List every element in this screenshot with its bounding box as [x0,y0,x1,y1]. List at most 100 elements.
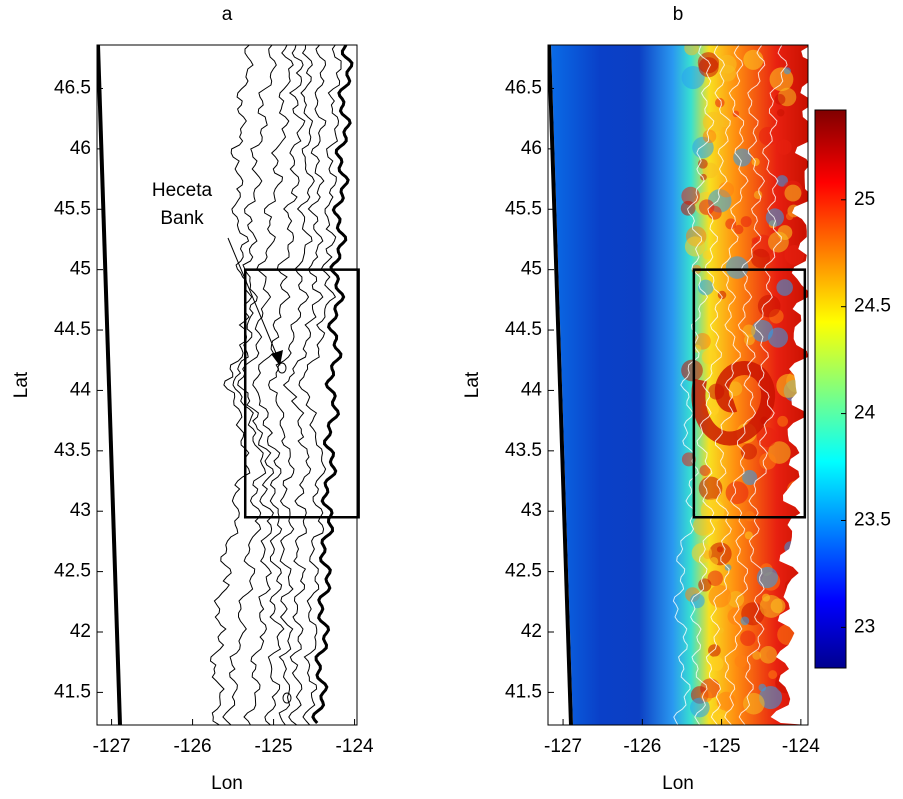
y-tick-label: 43 [521,500,542,521]
isobath [252,45,306,725]
eddy [725,218,737,230]
region-box [692,268,807,519]
eddy [725,481,749,505]
panel-title: b [673,4,684,25]
eddy [697,279,714,296]
eddy [718,181,735,198]
eddy [776,175,788,187]
eddy [751,319,774,342]
eddy [759,686,783,710]
isobath [277,362,287,374]
eddy [784,244,805,265]
eddy [742,324,756,338]
eddy [759,595,783,618]
eddy [690,593,705,609]
isobath [705,45,749,725]
isobath [690,45,731,725]
eddy [684,45,699,56]
eddy [759,452,777,470]
y-tick-label: 45 [521,259,542,280]
eddy [708,644,721,657]
eddy [702,250,712,260]
y-tick-label: 46 [521,138,542,159]
isobath [222,45,277,725]
y-tick-label: 46.5 [505,77,542,98]
eddy [716,546,723,553]
colorbar-tick-label: 24 [854,403,876,424]
eddy [784,184,802,202]
eddy [743,49,764,70]
eddy [751,237,759,244]
eddy [681,65,705,90]
eddy [715,97,725,108]
y-tick-label: 42 [70,621,91,642]
x-tick-label: -127 [93,736,131,757]
arrow-head [271,350,283,366]
eddy [774,94,786,105]
eddy [708,656,724,672]
eddy [767,327,789,348]
x-axis-label: Lon [211,773,243,794]
y-tick-label: 44 [70,379,92,400]
isobath [209,45,254,725]
eddy [768,670,778,680]
eddy [776,279,793,296]
eddy [698,578,712,592]
eddy [681,359,703,382]
y-tick-label: 41.5 [505,681,542,702]
eddy [740,216,752,228]
isobath [268,45,315,725]
eddy [691,543,712,564]
eddy [698,158,708,169]
x-tick-label: -126 [623,736,661,757]
panel-title: a [222,4,233,25]
x-axis-label: Lon [662,773,694,794]
eddy [753,190,763,200]
y-tick-label: 42 [521,621,542,642]
domain-boundary [548,45,573,725]
y-tick-label: 45 [70,259,91,280]
x-tick-label: -124 [782,736,820,757]
eddy [752,650,762,660]
eddy [681,186,700,206]
eddy [708,584,732,608]
y-tick-label: 42.5 [54,561,91,582]
annotation: Bank [160,208,204,229]
y-tick-label: 45.5 [54,198,91,219]
axes-frame [547,44,809,726]
eddy [716,691,736,711]
eddy [776,108,785,117]
eddy [744,531,753,540]
eddy [733,148,752,167]
isobath [672,45,715,725]
eddy [757,294,781,318]
y-tick-label: 44 [521,379,543,400]
isobath [282,45,327,725]
eddy [702,129,717,144]
isobath [298,45,342,725]
x-tick-label: -127 [544,736,582,757]
eddy [734,654,748,668]
y-tick-label: 42.5 [505,561,542,582]
isobath [282,692,292,704]
eddy [750,248,770,268]
y-tick-label: 46 [70,138,91,159]
eddy [740,443,758,460]
coastline [311,45,354,724]
x-tick-label: -126 [174,736,212,757]
y-tick-label: 43 [70,500,91,521]
eddy [776,139,792,155]
y-tick-label: 41.5 [54,681,91,702]
eddy [707,570,723,587]
annotation-arrow [227,237,279,359]
eddy [734,224,744,235]
colorbar [814,109,847,669]
colorbar-tick-label: 23.5 [854,509,891,530]
eddy [698,199,715,215]
eddy [785,212,794,221]
eddy [740,616,750,626]
x-tick-label: -125 [255,736,293,757]
eddy [701,349,717,365]
y-axis-label: Lat [11,371,32,398]
annotation: Heceta [152,180,213,201]
